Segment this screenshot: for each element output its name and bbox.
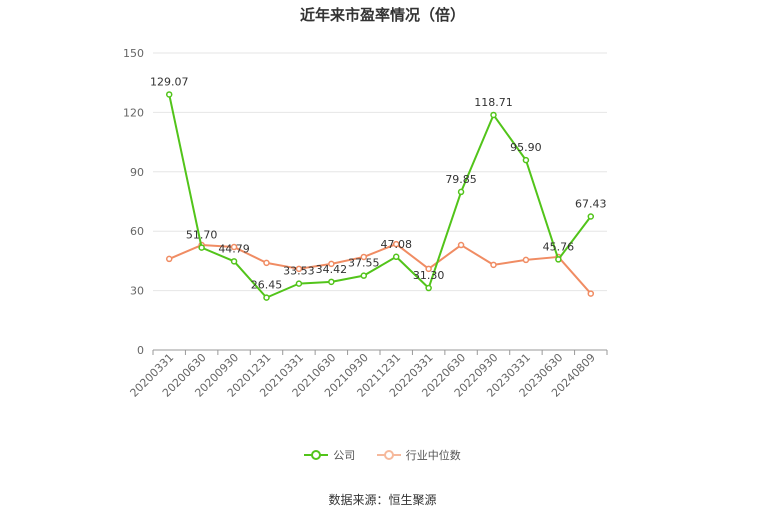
y-tick-label: 0	[137, 344, 144, 357]
data-point-company	[522, 156, 530, 164]
data-point-company	[360, 272, 368, 279]
data-label: 79.85	[445, 173, 477, 186]
data-point-company	[295, 280, 303, 287]
data-point-industry	[457, 241, 465, 249]
data-point-company	[425, 284, 432, 292]
data-point-company	[555, 256, 562, 263]
data-label: 34.42	[316, 263, 348, 276]
data-label: 33.53	[283, 265, 315, 278]
data-point-industry	[425, 265, 432, 273]
y-tick-label: 60	[130, 225, 144, 238]
legend-item-company[interactable]: 公司	[304, 447, 355, 463]
data-point-company	[587, 213, 595, 220]
data-point-company	[165, 91, 173, 98]
chart-legend: 公司 行业中位数	[0, 447, 765, 464]
data-label: 67.43	[575, 197, 607, 210]
data-point-company	[328, 278, 335, 286]
series-line-company	[168, 94, 592, 299]
chart-title: 近年来市盈率情况（倍）	[299, 6, 465, 24]
data-source-note: 数据来源：恒生聚源	[328, 493, 437, 507]
data-label: 31.30	[413, 269, 445, 282]
data-point-industry	[360, 253, 368, 261]
data-point-industry	[328, 260, 335, 268]
legend-swatch-industry	[376, 450, 401, 460]
data-label: 47.08	[380, 238, 412, 251]
data-point-industry	[230, 243, 238, 251]
y-tick-label: 90	[130, 166, 144, 179]
data-label: 26.45	[251, 279, 283, 292]
data-point-industry	[522, 256, 530, 264]
data-label: 95.90	[510, 141, 542, 154]
data-point-company	[263, 294, 270, 301]
data-point-industry	[263, 259, 270, 267]
data-point-company	[198, 244, 205, 251]
data-point-company	[457, 188, 465, 196]
legend-label-industry: 行业中位数	[405, 449, 461, 462]
data-point-industry	[587, 290, 595, 297]
legend-swatch-company	[304, 450, 329, 460]
y-tick-label: 120	[123, 106, 144, 119]
data-point-company	[490, 111, 497, 119]
legend-label-company: 公司	[333, 449, 356, 462]
data-point-company	[230, 258, 238, 265]
data-label: 129.07	[150, 75, 189, 88]
y-tick-label: 30	[130, 285, 144, 298]
data-point-industry	[295, 265, 303, 273]
data-label: 44.79	[218, 242, 250, 255]
data-point-industry	[392, 240, 400, 248]
series-line-industry	[168, 243, 592, 295]
data-label: 118.71	[474, 96, 513, 109]
data-label: 45.76	[543, 240, 575, 253]
data-point-industry	[165, 255, 173, 263]
data-label: 37.55	[348, 257, 380, 270]
data-point-company	[392, 253, 400, 261]
y-tick-label: 150	[123, 47, 144, 60]
data-point-industry	[490, 261, 497, 269]
data-label: 51.70	[186, 229, 218, 242]
legend-item-industry[interactable]: 行业中位数	[376, 447, 461, 463]
